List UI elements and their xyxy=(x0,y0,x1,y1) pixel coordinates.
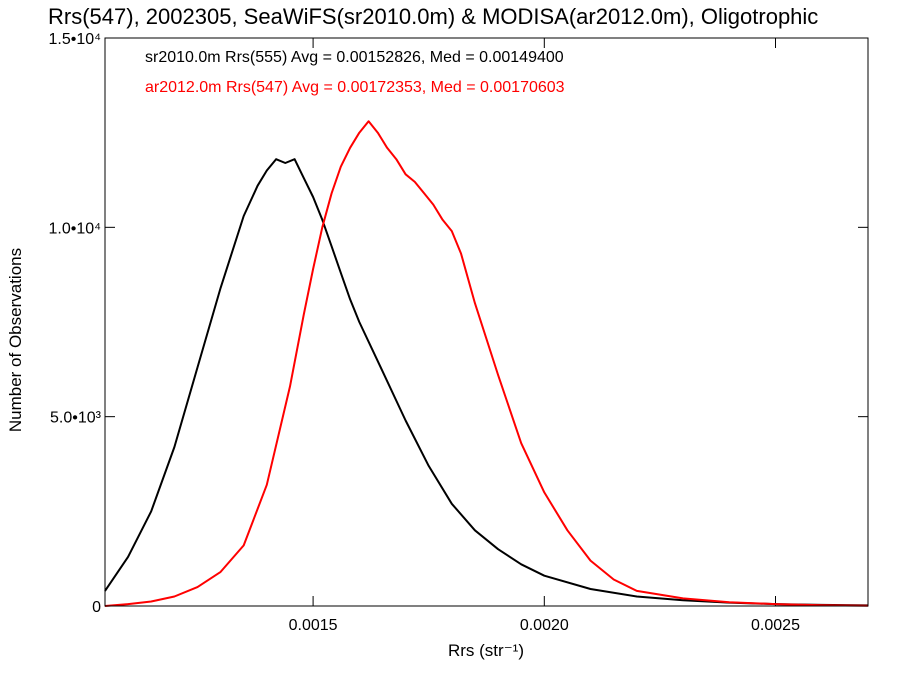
y-tick-label: 1.0•10⁴ xyxy=(48,220,101,237)
chart-title: Rrs(547), 2002305, SeaWiFS(sr2010.0m) & … xyxy=(48,4,818,29)
black-series-line xyxy=(104,158,869,607)
y-axis-label: Number of Observations xyxy=(6,248,25,432)
legend-entry-black-series: sr2010.0m Rrs(555) Avg = 0.00152826, Med… xyxy=(145,49,564,66)
x-tick-label: 0.0020 xyxy=(520,617,569,634)
series-lines xyxy=(104,120,869,607)
x-axis-label: Rrs (str⁻¹) xyxy=(448,641,524,660)
y-tick-label: 0 xyxy=(92,599,101,616)
x-tick-label: 0.0025 xyxy=(751,617,800,634)
red-series-line xyxy=(104,120,869,607)
legend-entry-red-series: ar2012.0m Rrs(547) Avg = 0.00172353, Med… xyxy=(145,79,565,96)
plot-frame xyxy=(104,37,869,607)
axis-ticks: 0.0015 0.0020 0.0025 0 5.0•10³ 1.0•10⁴ 1.5•10⁴ xyxy=(48,31,868,634)
x-tick-label: 0.0015 xyxy=(289,617,338,634)
y-tick-label: 1.5•10⁴ xyxy=(48,31,101,48)
y-tick-label: 5.0•10³ xyxy=(50,410,102,427)
